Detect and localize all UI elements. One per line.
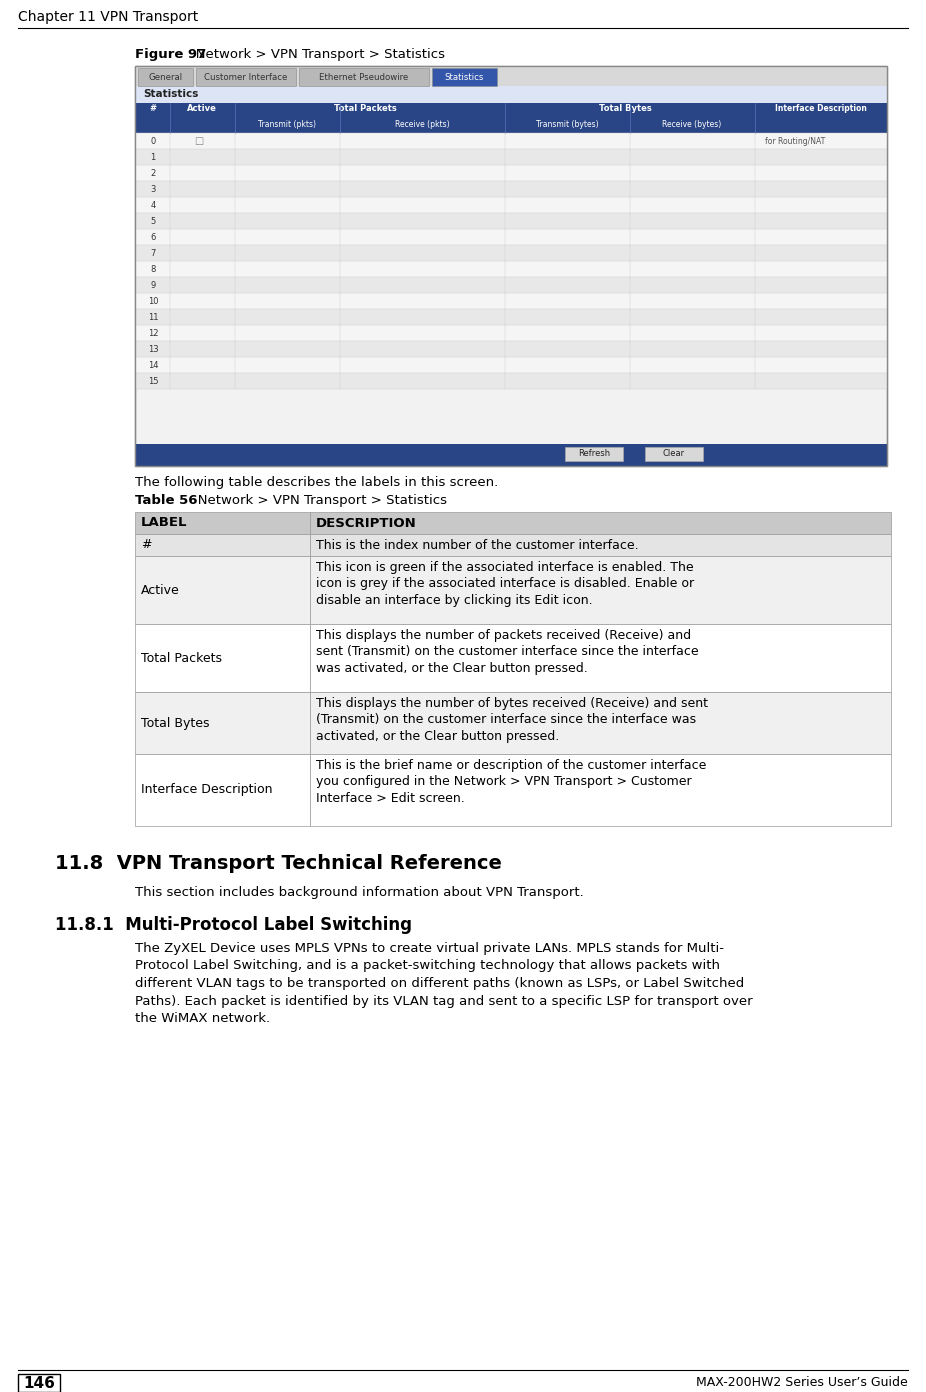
- Bar: [18, 1374, 60, 1392]
- Bar: [135, 65, 887, 466]
- Bar: [565, 447, 623, 461]
- Text: Total Bytes: Total Bytes: [598, 104, 651, 113]
- Bar: [310, 754, 891, 825]
- Text: 10: 10: [148, 296, 158, 305]
- Bar: [310, 535, 891, 555]
- Text: LABEL: LABEL: [141, 516, 187, 529]
- Text: Network > VPN Transport > Statistics: Network > VPN Transport > Statistics: [185, 494, 447, 507]
- Text: 13: 13: [147, 344, 158, 354]
- Text: This displays the number of bytes received (Receive) and sent
(Transmit) on the : This displays the number of bytes receiv…: [316, 697, 708, 743]
- Bar: [196, 68, 296, 86]
- Text: This section includes background information about VPN Transport.: This section includes background informa…: [135, 885, 583, 899]
- Text: Interface Description: Interface Description: [775, 104, 867, 113]
- Text: Refresh: Refresh: [578, 450, 610, 458]
- Text: Transmit (pkts): Transmit (pkts): [258, 120, 316, 129]
- Text: Active: Active: [141, 583, 180, 597]
- Text: This is the brief name or description of the customer interface
you configured i: This is the brief name or description of…: [316, 759, 707, 805]
- Text: 0: 0: [150, 136, 156, 146]
- Text: 9: 9: [150, 281, 156, 290]
- Bar: [135, 213, 887, 230]
- Text: Total Bytes: Total Bytes: [141, 717, 209, 729]
- Text: DESCRIPTION: DESCRIPTION: [316, 516, 417, 530]
- Bar: [135, 292, 887, 309]
- Text: 12: 12: [148, 329, 158, 337]
- Bar: [135, 149, 887, 166]
- Bar: [135, 324, 887, 341]
- Bar: [135, 65, 887, 86]
- Text: 1: 1: [150, 153, 156, 161]
- Bar: [135, 356, 887, 373]
- Bar: [135, 277, 887, 292]
- Text: Network > VPN Transport > Statistics: Network > VPN Transport > Statistics: [183, 47, 445, 61]
- Text: This icon is green if the associated interface is enabled. The
icon is grey if t: This icon is green if the associated int…: [316, 561, 694, 607]
- Bar: [135, 245, 887, 262]
- Text: Table 56: Table 56: [135, 494, 197, 507]
- Bar: [135, 65, 887, 466]
- Text: 5: 5: [150, 217, 156, 226]
- Text: 11.8  VPN Transport Technical Reference: 11.8 VPN Transport Technical Reference: [55, 855, 502, 873]
- Text: 6: 6: [150, 232, 156, 241]
- Text: 4: 4: [150, 200, 156, 210]
- Text: 11: 11: [148, 312, 158, 322]
- Text: 146: 146: [23, 1375, 55, 1391]
- Bar: [310, 692, 891, 754]
- Bar: [135, 86, 887, 103]
- Bar: [135, 754, 310, 825]
- Text: Active: Active: [187, 104, 217, 113]
- Bar: [310, 512, 891, 535]
- Text: 8: 8: [150, 264, 156, 273]
- Text: Ethernet Pseudowire: Ethernet Pseudowire: [319, 72, 408, 82]
- Text: Statistics: Statistics: [143, 89, 198, 99]
- Text: 15: 15: [148, 376, 158, 386]
- Bar: [135, 262, 887, 277]
- Bar: [135, 444, 887, 466]
- Bar: [135, 134, 887, 149]
- Bar: [135, 103, 887, 134]
- Bar: [135, 230, 887, 245]
- Text: General: General: [148, 72, 182, 82]
- Text: Receive (pkts): Receive (pkts): [394, 120, 449, 129]
- Bar: [135, 341, 887, 356]
- Bar: [135, 309, 887, 324]
- Bar: [645, 447, 703, 461]
- Text: Figure 97: Figure 97: [135, 47, 206, 61]
- Text: Clear: Clear: [663, 450, 685, 458]
- Bar: [135, 555, 310, 624]
- Text: Interface Description: Interface Description: [141, 784, 272, 796]
- Text: Total Packets: Total Packets: [333, 104, 396, 113]
- Bar: [135, 512, 310, 535]
- Text: 11.8.1  Multi-Protocol Label Switching: 11.8.1 Multi-Protocol Label Switching: [55, 916, 412, 934]
- Text: 14: 14: [148, 361, 158, 369]
- Text: The ZyXEL Device uses MPLS VPNs to create virtual private LANs. MPLS stands for : The ZyXEL Device uses MPLS VPNs to creat…: [135, 942, 753, 1025]
- Bar: [310, 555, 891, 624]
- Bar: [135, 624, 310, 692]
- Text: 7: 7: [150, 249, 156, 258]
- Text: The following table describes the labels in this screen.: The following table describes the labels…: [135, 476, 498, 489]
- Text: 3: 3: [150, 185, 156, 193]
- Text: Total Packets: Total Packets: [141, 651, 222, 664]
- Text: #: #: [141, 539, 152, 551]
- Text: This is the index number of the customer interface.: This is the index number of the customer…: [316, 539, 639, 553]
- Text: This displays the number of packets received (Receive) and
sent (Transmit) on th: This displays the number of packets rece…: [316, 629, 698, 675]
- Text: Chapter 11 VPN Transport: Chapter 11 VPN Transport: [18, 10, 198, 24]
- Text: 2: 2: [150, 168, 156, 178]
- Bar: [135, 535, 310, 555]
- Text: Customer Interface: Customer Interface: [205, 72, 288, 82]
- Text: MAX-200HW2 Series User’s Guide: MAX-200HW2 Series User’s Guide: [696, 1377, 908, 1389]
- Text: Statistics: Statistics: [444, 72, 484, 82]
- Text: □: □: [194, 136, 204, 146]
- Text: for Routing/NAT: for Routing/NAT: [765, 136, 825, 146]
- Bar: [135, 198, 887, 213]
- Bar: [135, 166, 887, 181]
- Bar: [135, 692, 310, 754]
- Bar: [299, 68, 429, 86]
- Bar: [135, 373, 887, 388]
- Bar: [432, 68, 497, 86]
- Bar: [310, 624, 891, 692]
- Text: #: #: [149, 104, 156, 113]
- Text: Receive (bytes): Receive (bytes): [662, 120, 721, 129]
- Bar: [135, 181, 887, 198]
- Text: Transmit (bytes): Transmit (bytes): [535, 120, 598, 129]
- Bar: [138, 68, 193, 86]
